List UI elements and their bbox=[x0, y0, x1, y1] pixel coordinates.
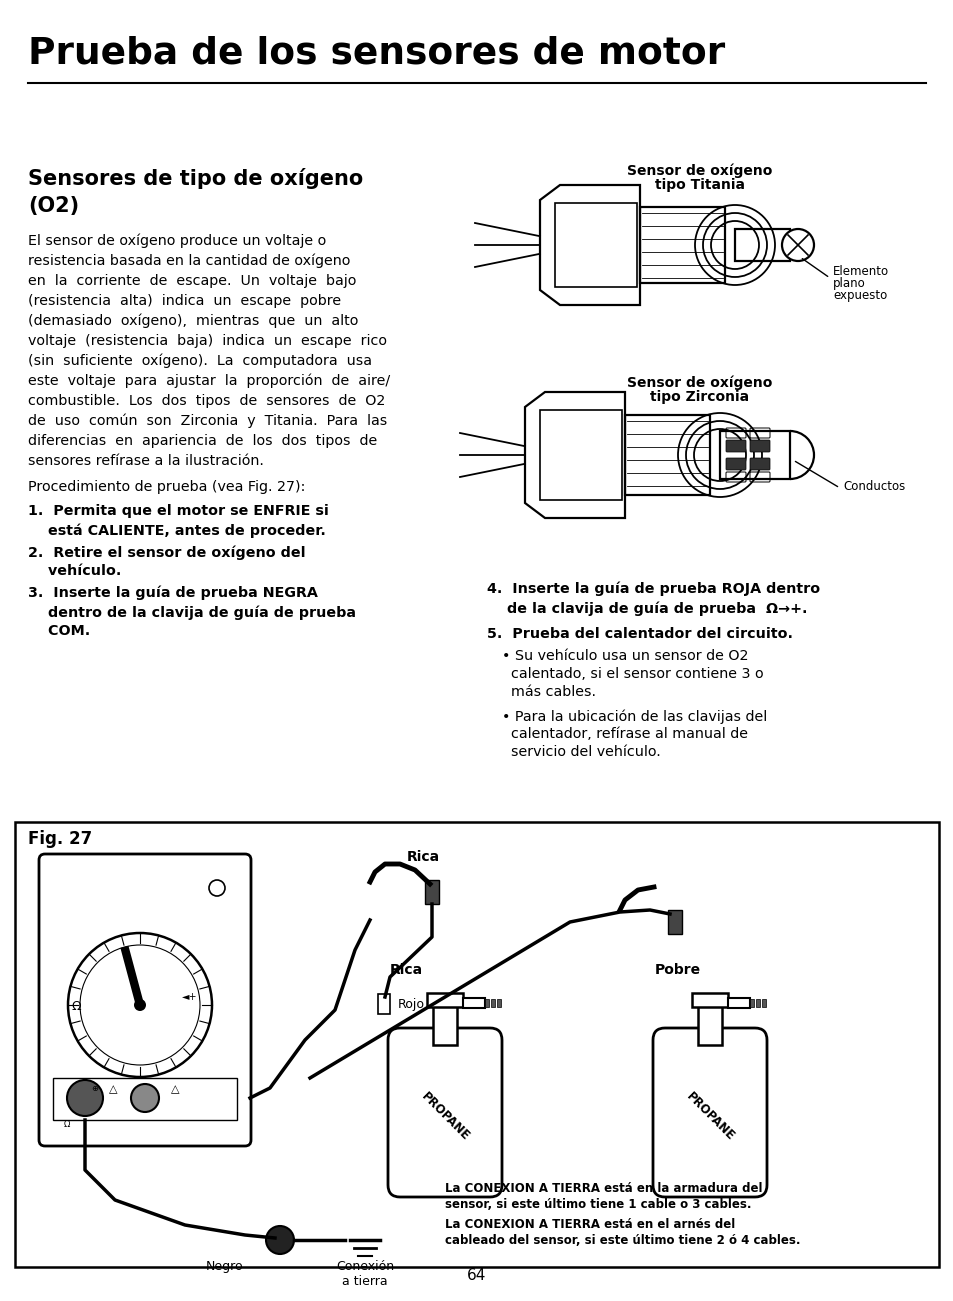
Bar bbox=[734, 229, 789, 262]
Text: Pobre: Pobre bbox=[655, 963, 700, 977]
Circle shape bbox=[80, 945, 200, 1066]
Text: expuesto: expuesto bbox=[832, 289, 886, 302]
Text: (sin  suficiente  oxígeno).  La  computadora  usa: (sin suficiente oxígeno). La computadora… bbox=[28, 354, 372, 368]
Text: Ω: Ω bbox=[71, 1000, 81, 1013]
Text: ⊕: ⊕ bbox=[91, 1084, 98, 1093]
Bar bbox=[462, 998, 484, 1008]
Text: • Su vehículo usa un sensor de O2: • Su vehículo usa un sensor de O2 bbox=[501, 649, 748, 664]
Text: dentro de la clavija de guía de prueba: dentro de la clavija de guía de prueba bbox=[28, 605, 355, 619]
FancyBboxPatch shape bbox=[39, 853, 251, 1146]
Bar bbox=[727, 998, 749, 1008]
Text: sensores refírase a la ilustración.: sensores refírase a la ilustración. bbox=[28, 454, 264, 468]
Text: Rica: Rica bbox=[407, 850, 439, 864]
Bar bbox=[433, 1004, 456, 1045]
Text: • Para la ubicación de las clavijas del: • Para la ubicación de las clavijas del bbox=[501, 709, 766, 723]
Text: plano: plano bbox=[832, 277, 864, 290]
Bar bbox=[497, 999, 500, 1007]
FancyBboxPatch shape bbox=[725, 458, 745, 470]
Text: resistencia basada en la cantidad de oxígeno: resistencia basada en la cantidad de oxí… bbox=[28, 254, 350, 268]
Text: calentador, refírase al manual de: calentador, refírase al manual de bbox=[501, 727, 747, 742]
Bar bbox=[491, 999, 495, 1007]
Text: está CALIENTE, antes de proceder.: está CALIENTE, antes de proceder. bbox=[28, 523, 326, 537]
Text: El sensor de oxígeno produce un voltaje o: El sensor de oxígeno produce un voltaje … bbox=[28, 234, 326, 248]
FancyBboxPatch shape bbox=[749, 440, 769, 451]
Text: calentado, si el sensor contiene 3 o: calentado, si el sensor contiene 3 o bbox=[501, 667, 762, 680]
FancyBboxPatch shape bbox=[749, 458, 769, 470]
Text: de  uso  común  son  Zirconia  y  Titania.  Para  las: de uso común son Zirconia y Titania. Par… bbox=[28, 414, 387, 428]
Text: 5.  Prueba del calentador del circuito.: 5. Prueba del calentador del circuito. bbox=[486, 627, 792, 641]
Bar bbox=[427, 993, 462, 1007]
Text: tipo Zirconia: tipo Zirconia bbox=[650, 390, 749, 405]
Text: COM.: COM. bbox=[28, 624, 91, 637]
Text: Fig. 27: Fig. 27 bbox=[28, 830, 92, 848]
Text: (demasiado  oxígeno),  mientras  que  un  alto: (demasiado oxígeno), mientras que un alt… bbox=[28, 314, 358, 328]
Text: La CONEXION A TIERRA está en la armadura del: La CONEXION A TIERRA está en la armadura… bbox=[444, 1183, 761, 1196]
Text: 2.  Retire el sensor de oxígeno del: 2. Retire el sensor de oxígeno del bbox=[28, 545, 305, 559]
FancyBboxPatch shape bbox=[652, 1028, 766, 1197]
Circle shape bbox=[781, 229, 813, 262]
Bar bbox=[53, 1079, 236, 1120]
Text: Rojo: Rojo bbox=[397, 998, 424, 1011]
Bar bbox=[639, 207, 724, 284]
Text: Conductos: Conductos bbox=[842, 480, 904, 493]
Text: 1.  Permita que el motor se ENFRIE si: 1. Permita que el motor se ENFRIE si bbox=[28, 503, 329, 518]
Text: Sensor de oxígeno: Sensor de oxígeno bbox=[627, 375, 772, 389]
Text: Rica: Rica bbox=[390, 963, 423, 977]
Text: PROPANE: PROPANE bbox=[682, 1090, 736, 1144]
Text: voltaje  (resistencia  baja)  indica  un  escape  rico: voltaje (resistencia baja) indica un esc… bbox=[28, 334, 387, 347]
Bar bbox=[698, 1004, 721, 1045]
Text: (O2): (O2) bbox=[28, 196, 79, 216]
FancyBboxPatch shape bbox=[388, 1028, 501, 1197]
Circle shape bbox=[266, 1226, 294, 1254]
Text: servicio del vehículo.: servicio del vehículo. bbox=[501, 745, 660, 758]
Bar bbox=[761, 999, 765, 1007]
Bar bbox=[755, 999, 760, 1007]
Text: vehículo.: vehículo. bbox=[28, 565, 121, 578]
Text: diferencias  en  apariencia  de  los  dos  tipos  de: diferencias en apariencia de los dos tip… bbox=[28, 435, 376, 448]
Bar bbox=[555, 203, 637, 288]
Text: Procedimiento de prueba (vea Fig. 27):: Procedimiento de prueba (vea Fig. 27): bbox=[28, 480, 305, 494]
Text: en  la  corriente  de  escape.  Un  voltaje  bajo: en la corriente de escape. Un voltaje ba… bbox=[28, 275, 356, 288]
Text: Negro: Negro bbox=[206, 1259, 244, 1272]
Text: Ω: Ω bbox=[64, 1120, 71, 1129]
Circle shape bbox=[68, 933, 212, 1077]
Bar bbox=[539, 410, 621, 500]
Text: tipo Titania: tipo Titania bbox=[655, 178, 744, 193]
Circle shape bbox=[67, 1080, 103, 1116]
Circle shape bbox=[133, 999, 146, 1011]
Text: Conexión
a tierra: Conexión a tierra bbox=[335, 1259, 394, 1288]
Text: cableado del sensor, si este último tiene 2 ó 4 cables.: cableado del sensor, si este último tien… bbox=[444, 1235, 800, 1246]
Text: PROPANE: PROPANE bbox=[418, 1090, 471, 1144]
Text: sensor, si este último tiene 1 cable o 3 cables.: sensor, si este último tiene 1 cable o 3… bbox=[444, 1198, 751, 1211]
Bar bbox=[484, 999, 489, 1007]
Text: 3.  Inserte la guía de prueba NEGRA: 3. Inserte la guía de prueba NEGRA bbox=[28, 585, 317, 601]
Bar bbox=[377, 994, 390, 1013]
Text: combustible.  Los  dos  tipos  de  sensores  de  O2: combustible. Los dos tipos de sensores d… bbox=[28, 394, 385, 409]
Text: △: △ bbox=[109, 1084, 117, 1094]
FancyBboxPatch shape bbox=[725, 440, 745, 451]
Bar bbox=[749, 999, 753, 1007]
Text: de la clavija de guía de prueba  Ω→+.: de la clavija de guía de prueba Ω→+. bbox=[486, 601, 806, 615]
Text: Elemento: Elemento bbox=[832, 265, 888, 278]
Bar bbox=[720, 431, 789, 479]
Bar bbox=[624, 415, 709, 494]
Circle shape bbox=[131, 1084, 159, 1112]
Bar bbox=[424, 879, 438, 904]
Text: La CONEXION A TIERRA está en el arnés del: La CONEXION A TIERRA está en el arnés de… bbox=[444, 1218, 735, 1231]
Text: (resistencia  alta)  indica  un  escape  pobre: (resistencia alta) indica un escape pobr… bbox=[28, 294, 341, 308]
Text: Sensor de oxígeno: Sensor de oxígeno bbox=[627, 163, 772, 177]
Text: 64: 64 bbox=[467, 1268, 486, 1283]
Text: este  voltaje  para  ajustar  la  proporción  de  aire/: este voltaje para ajustar la proporción … bbox=[28, 373, 390, 389]
Bar bbox=[667, 909, 681, 934]
Text: Prueba de los sensores de motor: Prueba de los sensores de motor bbox=[28, 35, 724, 72]
Text: Sensores de tipo de oxígeno: Sensores de tipo de oxígeno bbox=[28, 168, 363, 189]
Text: ◄+: ◄+ bbox=[182, 991, 197, 1002]
Text: △: △ bbox=[171, 1084, 179, 1094]
Text: 4.  Inserte la guía de prueba ROJA dentro: 4. Inserte la guía de prueba ROJA dentro bbox=[486, 582, 820, 596]
Text: más cables.: más cables. bbox=[501, 686, 596, 699]
Bar bbox=[691, 993, 727, 1007]
